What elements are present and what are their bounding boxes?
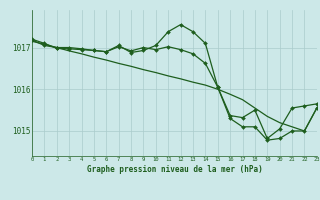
X-axis label: Graphe pression niveau de la mer (hPa): Graphe pression niveau de la mer (hPa) [86, 165, 262, 174]
